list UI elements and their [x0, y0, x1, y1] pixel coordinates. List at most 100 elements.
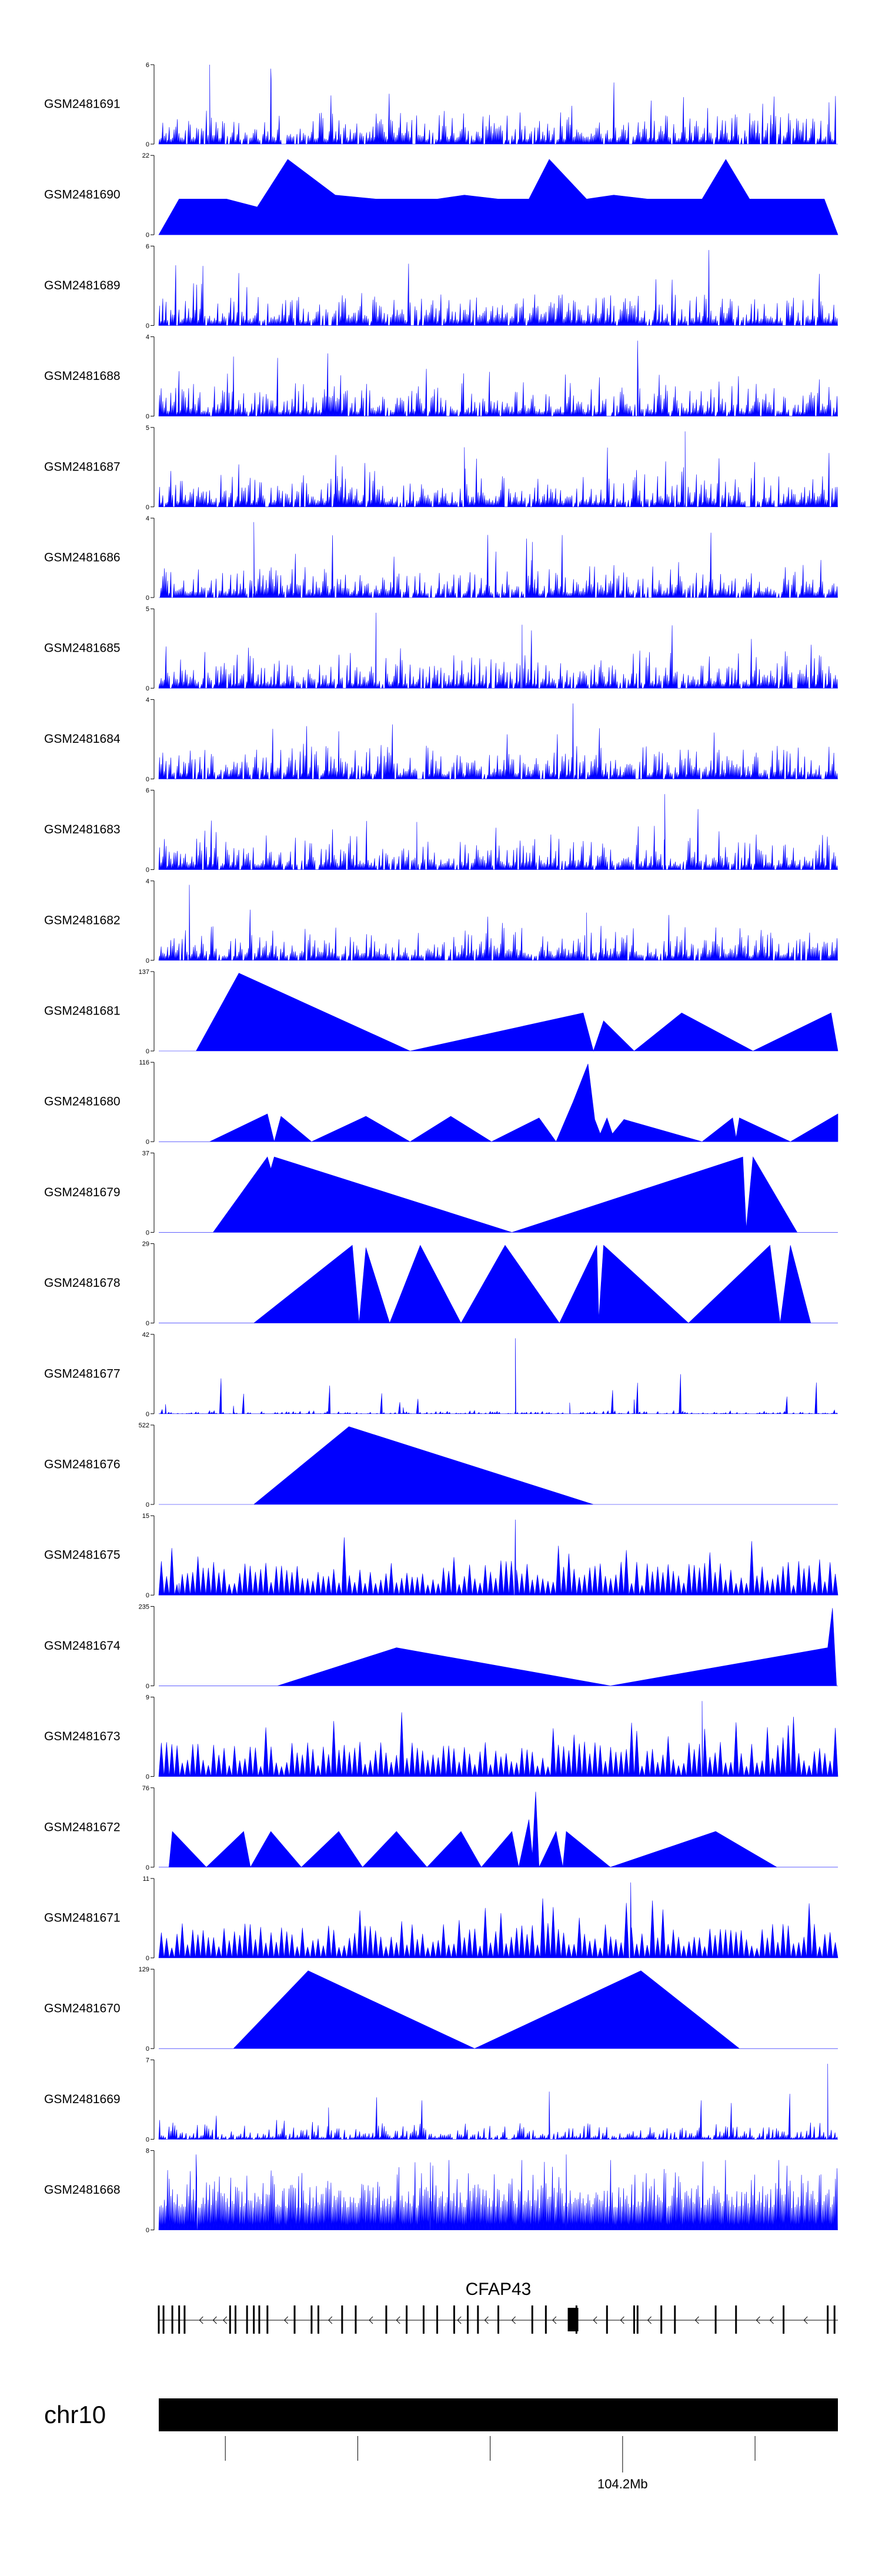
y-tick-label-max: 76 [142, 1785, 149, 1792]
exon [158, 2305, 160, 2334]
y-tick-label-min: 0 [146, 413, 149, 421]
y-tick-label-max: 15 [142, 1513, 149, 1520]
track-GSM2481681: GSM2481681 137 0 [44, 969, 838, 1055]
strand-arrow [223, 2316, 228, 2324]
coverage-area [159, 1156, 838, 1233]
y-tick-label-min: 0 [146, 1955, 149, 1962]
exon [544, 2305, 547, 2334]
track-label: GSM2481681 [44, 1005, 121, 1018]
coverage-area [159, 1426, 838, 1505]
y-tick-label-max: 22 [142, 152, 149, 159]
y-tick-label-max: 9 [146, 1694, 149, 1701]
chromosome-track: chr10 104.2Mb [44, 2398, 838, 2491]
coverage-tracks: GSM248169160GSM2481690220GSM248168960GSM… [44, 62, 838, 2234]
strand-arrow [694, 2316, 699, 2324]
track-label: GSM2481690 [44, 188, 121, 202]
exon [783, 2305, 785, 2334]
track-label: GSM2481669 [44, 2093, 121, 2106]
track-GSM2481687: GSM2481687 5 0 [44, 425, 838, 511]
track-label: GSM2481688 [44, 369, 121, 383]
coverage-area [159, 1244, 838, 1324]
strand-arrow [593, 2316, 597, 2324]
strand-arrow [484, 2316, 489, 2324]
strand-arrow [769, 2316, 774, 2324]
y-tick-label-min: 0 [146, 1683, 149, 1690]
exon [406, 2305, 408, 2334]
track-GSM2481673: GSM2481673 9 0 [44, 1694, 838, 1781]
track-GSM2481672: GSM2481672 76 0 [44, 1785, 838, 1871]
chromosome-tick-label: 104.2Mb [597, 2477, 648, 2491]
y-tick-label-max: 4 [146, 334, 149, 341]
coverage-area [158, 885, 838, 961]
y-tick-label-max: 6 [146, 62, 149, 69]
exon [178, 2305, 181, 2334]
y-tick-label-max: 37 [142, 1150, 149, 1157]
y-tick-label-max: 235 [139, 1603, 149, 1610]
track-label: GSM2481689 [44, 279, 121, 292]
exon [660, 2305, 663, 2334]
track-label: GSM2481685 [44, 642, 121, 655]
exon [235, 2305, 237, 2334]
exon [674, 2305, 676, 2334]
track-GSM2481669: GSM2481669 7 0 [44, 2057, 838, 2143]
coverage-area [158, 431, 838, 508]
y-tick-label-max: 29 [142, 1241, 149, 1248]
track-label: GSM2481682 [44, 913, 121, 927]
track-label: GSM2481672 [44, 1820, 121, 1834]
exon [246, 2305, 248, 2334]
exon [436, 2305, 439, 2334]
track-label: GSM2481687 [44, 460, 121, 473]
strand-arrow [620, 2316, 624, 2324]
track-label: GSM2481673 [44, 1730, 121, 1743]
gene-track: CFAP43 [158, 2280, 838, 2334]
y-tick-label-min: 0 [146, 504, 149, 511]
exon [341, 2305, 343, 2334]
exon [606, 2305, 608, 2334]
coverage-area [159, 1970, 838, 2049]
coverage-area [158, 250, 838, 326]
exon [567, 2308, 579, 2331]
y-tick-label-min: 0 [146, 685, 149, 692]
y-tick-label-max: 11 [143, 1876, 149, 1883]
track-GSM2481679: GSM2481679 37 0 [44, 1150, 838, 1236]
track-GSM2481691: GSM2481691 6 0 [44, 62, 838, 148]
y-tick-label-max: 116 [139, 1059, 149, 1066]
track-GSM2481675: GSM2481675 15 0 [44, 1513, 838, 1599]
y-tick-label-min: 0 [146, 2046, 149, 2053]
exon [735, 2305, 737, 2334]
y-tick-label-min: 0 [146, 867, 149, 874]
y-tick-label-min: 0 [146, 1501, 149, 1509]
track-label: GSM2481691 [44, 98, 121, 111]
coverage-area [158, 2154, 838, 2230]
strand-arrow [283, 2316, 289, 2324]
exon [477, 2305, 479, 2334]
y-tick-label-min: 0 [146, 1592, 149, 1599]
strand-arrow [511, 2316, 516, 2324]
exon [531, 2305, 533, 2334]
track-label: GSM2481670 [44, 2002, 121, 2016]
coverage-area [158, 64, 838, 145]
exon [355, 2305, 357, 2334]
y-tick-label-max: 137 [139, 969, 149, 976]
y-tick-label-max: 5 [146, 606, 149, 613]
gene-name: CFAP43 [466, 2280, 532, 2299]
coverage-area [158, 703, 838, 779]
exon [171, 2305, 173, 2334]
exon [310, 2305, 313, 2334]
y-tick-label-min: 0 [146, 1864, 149, 1871]
track-GSM2481685: GSM2481685 5 0 [44, 606, 838, 692]
exon [497, 2305, 499, 2334]
exon [636, 2305, 639, 2334]
exon [258, 2305, 260, 2334]
y-tick-label-max: 5 [146, 425, 149, 432]
exon [253, 2305, 255, 2334]
coverage-area [159, 1791, 838, 1868]
strand-arrow [552, 2316, 557, 2324]
track-GSM2481690: GSM2481690 22 0 [44, 152, 838, 239]
strand-arrow [803, 2316, 808, 2324]
coverage-area [159, 1608, 838, 1686]
coverage-area [158, 1701, 838, 1777]
exon [714, 2305, 717, 2334]
y-tick-label-max: 4 [146, 696, 149, 703]
